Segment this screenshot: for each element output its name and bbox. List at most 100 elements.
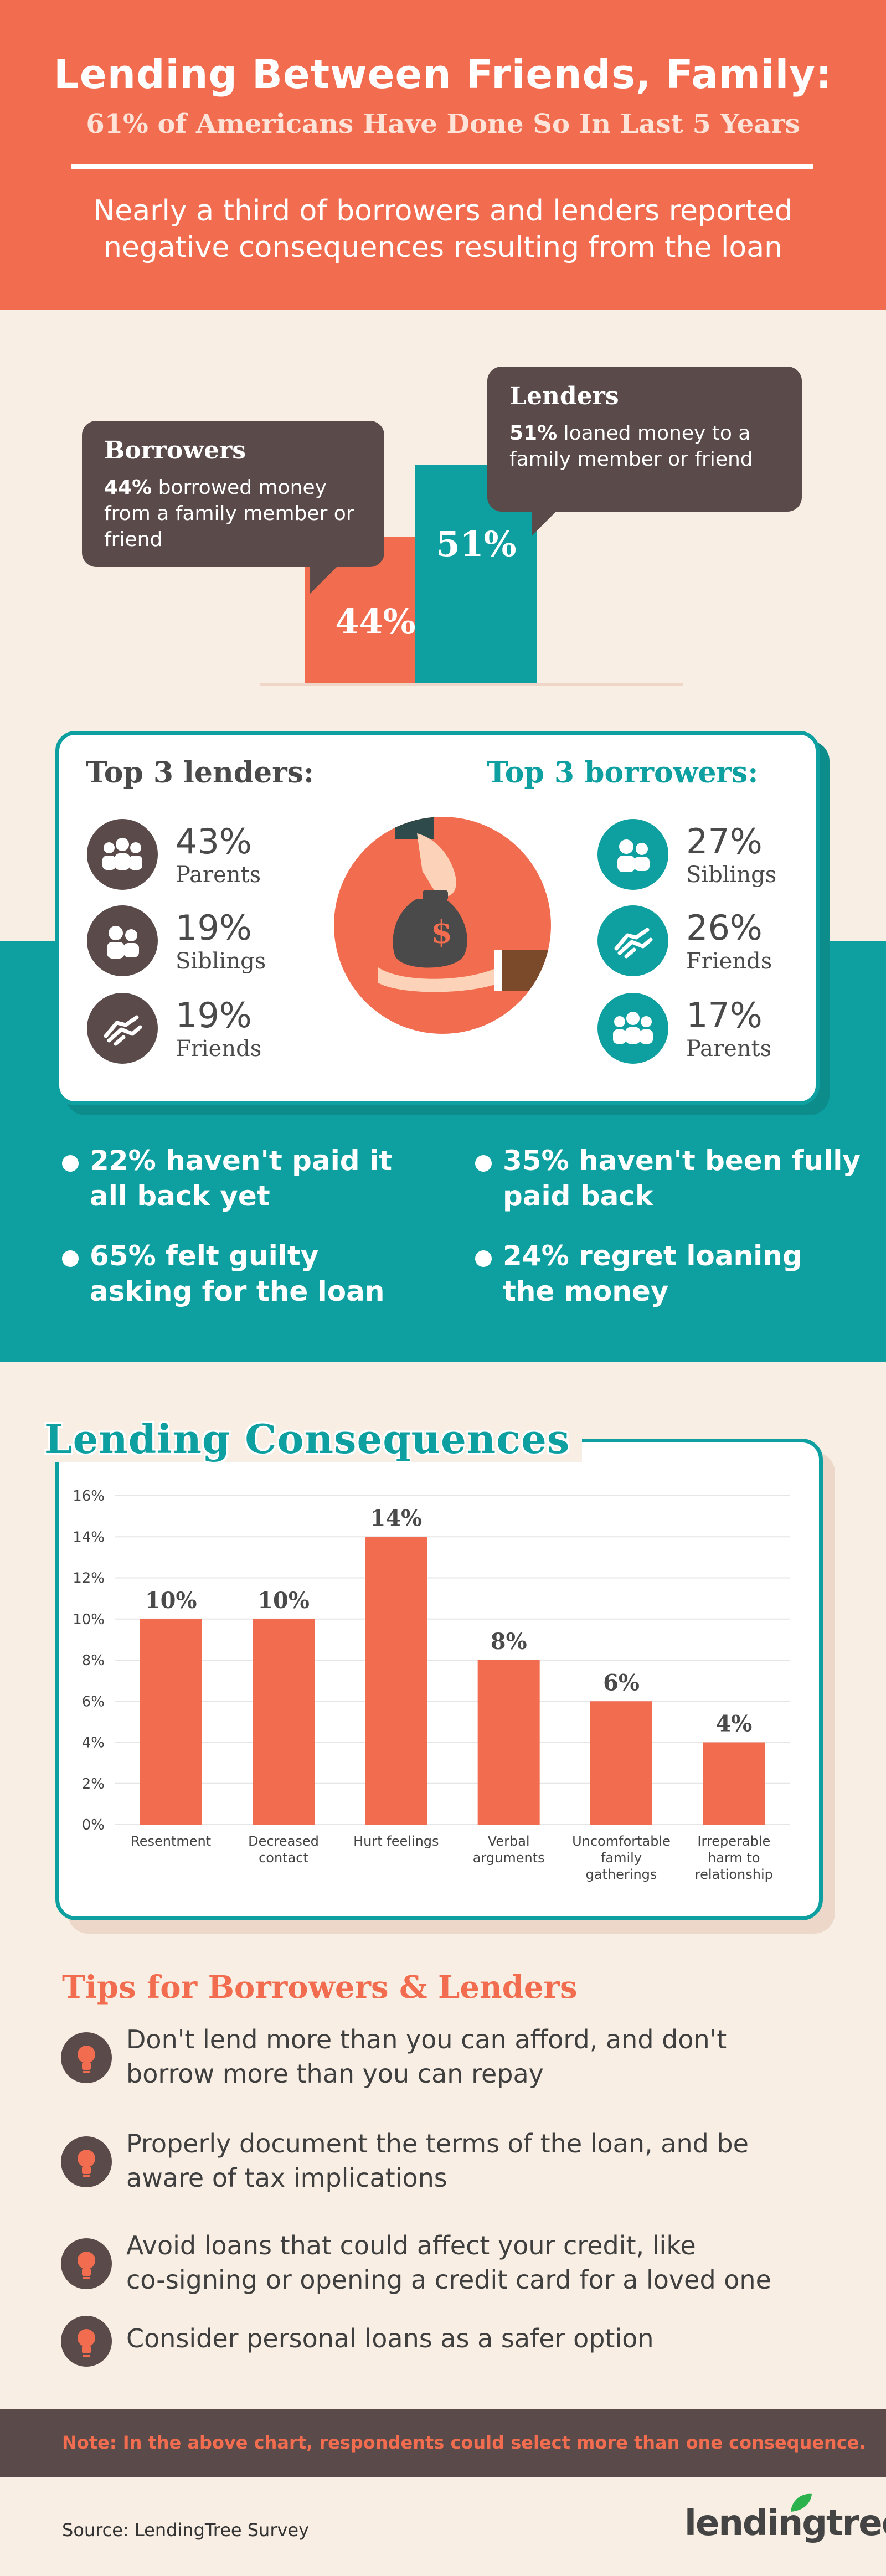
y-tick-label: 6% (82, 1693, 105, 1710)
lender-stat-siblings: 19% Siblings (87, 905, 286, 977)
header-divider (71, 164, 813, 169)
tips-title: Tips for Borrowers & Lenders (62, 1969, 578, 2006)
stat-percent: 27% (686, 821, 763, 862)
lightbulb-icon (61, 2136, 112, 2187)
y-tick-label: 0% (82, 1817, 105, 1833)
tip-line: borrow more than you can repay (126, 2059, 544, 2089)
top3-borrowers-title: Top 3 borrowers: (487, 756, 759, 790)
lendingtree-logo: lendingtree (684, 2493, 886, 2544)
lenders-text: 51% loaned money to a family member or f… (509, 420, 780, 472)
borrowers-desc: borrowed money from a family member or f… (104, 476, 354, 551)
money-bag-icon: $ (378, 817, 551, 992)
borrowers-callout-tail (310, 566, 338, 594)
lenders-pct: 51% (509, 422, 558, 445)
parents-icon (87, 819, 158, 890)
logo-text: lendingtree (684, 2503, 886, 2544)
borrowers-title: Borrowers (104, 436, 246, 465)
chart-note: Note: In the above chart, respondents co… (62, 2432, 866, 2453)
y-tick-label: 8% (82, 1652, 105, 1669)
page-title: Lending Between Friends, Family: (53, 51, 832, 97)
header-description: Nearly a third of borrowers and lenders … (93, 194, 793, 264)
lightbulb-icon (61, 2238, 112, 2289)
fact-item: 35% haven't been fully paid back (475, 1143, 863, 1214)
borrowers-bar-label: 44% (335, 601, 416, 642)
bar-value-label: 10% (145, 1588, 197, 1614)
page-subtitle: 61% of Americans Have Done So In Last 5 … (86, 109, 800, 140)
tip-line: Don't lend more than you can afford, and… (126, 2024, 727, 2054)
tip-text: Properly document the terms of the loan,… (126, 2126, 749, 2195)
y-tick-label: 16% (73, 1488, 105, 1505)
top3-card: Top 3 lenders: Top 3 borrowers: 43% Pare… (55, 731, 820, 1105)
bullet-dot-icon (62, 1250, 79, 1267)
borrower-stat-friends: 26% Friends (597, 905, 797, 977)
top3-lenders-title: Top 3 lenders: (86, 756, 315, 790)
bar (253, 1619, 315, 1825)
stat-percent: 19% (176, 995, 252, 1035)
stat-label: Parents (176, 862, 261, 888)
tip-text: Consider personal loans as a safer optio… (126, 2321, 654, 2356)
tip-text: Avoid loans that could affect your credi… (126, 2228, 771, 2297)
siblings-icon (597, 819, 668, 890)
borrowers-text: 44% borrowed money from a family member … (104, 475, 362, 553)
bar (703, 1742, 765, 1825)
parents-icon (597, 993, 668, 1064)
note-bar: Note: In the above chart, respondents co… (0, 2409, 886, 2477)
y-tick-label: 12% (73, 1570, 105, 1587)
leaf-icon (791, 2493, 812, 2512)
y-tick-label: 2% (82, 1776, 105, 1792)
y-tick-label: 14% (73, 1529, 105, 1545)
stat-label: Siblings (686, 862, 777, 888)
stat-percent: 17% (686, 995, 763, 1035)
fact-text: 65% felt guilty asking for the loan (90, 1240, 385, 1307)
lender-stat-friends: 19% Friends (87, 993, 286, 1065)
bar (140, 1619, 202, 1825)
friends-icon (597, 905, 668, 976)
x-tick-label: Resentment (131, 1833, 211, 1849)
bar (590, 1701, 652, 1825)
chart-baseline (260, 683, 683, 686)
money-exchange-illustration: $ (334, 817, 551, 1034)
tip-line: co-signing or opening a credit card for … (126, 2265, 771, 2295)
source-credit: Source: LendingTree Survey (62, 2520, 310, 2541)
header-banner: Lending Between Friends, Family: 61% of … (0, 0, 886, 310)
bar (477, 1660, 540, 1825)
x-tick-label: Irreperable harm to relationship (695, 1833, 773, 1882)
x-tick-label: Uncomfortable family gatherings (572, 1833, 671, 1882)
bar-value-label: 4% (715, 1711, 752, 1737)
siblings-icon (87, 905, 158, 976)
x-tick-label: Hurt feelings (353, 1833, 439, 1849)
lenders-desc: loaned money to a family member or frien… (509, 422, 753, 471)
fact-item: 22% haven't paid it all back yet (62, 1143, 416, 1214)
y-tick-label: 4% (82, 1735, 105, 1751)
stat-label: Parents (686, 1036, 772, 1062)
stat-percent: 43% (176, 821, 252, 862)
bar-value-label: 8% (491, 1629, 527, 1655)
lenders-bar-label: 51% (436, 524, 517, 564)
stat-percent: 19% (176, 908, 252, 948)
bar-value-label: 14% (370, 1505, 422, 1531)
bar-value-label: 6% (603, 1670, 640, 1696)
bar (365, 1537, 427, 1825)
fact-text: 22% haven't paid it all back yet (90, 1145, 393, 1212)
x-tick-label: Verbal arguments (473, 1833, 545, 1866)
lenders-callout-tail (532, 511, 557, 536)
overview-chart: 44% 51% Borrowers 44% borrowed money fro… (0, 310, 886, 698)
bar-value-label: 10% (257, 1588, 310, 1614)
stat-percent: 26% (686, 908, 763, 948)
chart-title: Lending Consequences (32, 1415, 583, 1462)
borrowers-callout: Borrowers 44% borrowed money from a fami… (82, 421, 384, 567)
lender-stat-parents: 43% Parents (87, 819, 286, 891)
fact-text: 35% haven't been fully paid back (503, 1145, 861, 1212)
fact-text: 24% regret loaning the money (503, 1240, 802, 1307)
fact-item: 24% regret loaning the money (475, 1238, 863, 1309)
stat-label: Friends (686, 949, 772, 974)
friends-icon (87, 993, 158, 1064)
tip-text: Don't lend more than you can afford, and… (126, 2022, 727, 2091)
tip-line: Consider personal loans as a safer optio… (126, 2323, 654, 2353)
lenders-title: Lenders (509, 382, 619, 410)
lightbulb-icon (61, 2316, 112, 2367)
bullet-dot-icon (475, 1250, 492, 1267)
stat-label: Friends (176, 1036, 262, 1062)
bullet-dot-icon (475, 1155, 492, 1172)
borrower-stat-siblings: 27% Siblings (597, 819, 797, 891)
